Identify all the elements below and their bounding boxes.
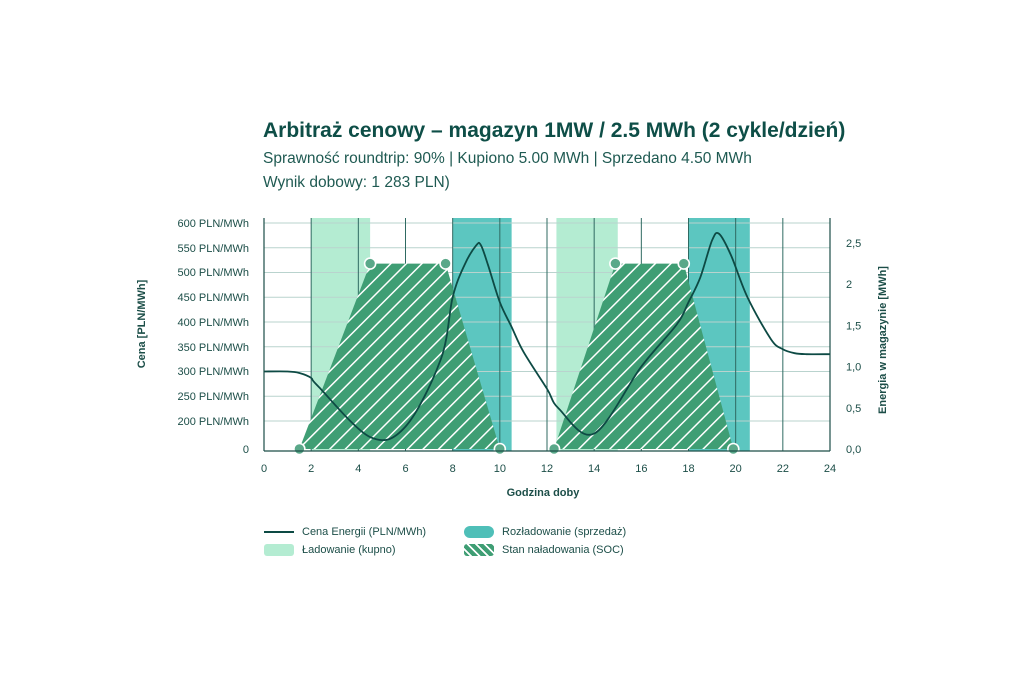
daily-result: Wynik dobowy: 1 283 PLN) <box>263 174 450 191</box>
legend-swatch-charging <box>264 544 294 556</box>
y-left-tick-label-5: 400 PLN/MWh <box>177 317 249 329</box>
soc-point-7 <box>727 442 740 456</box>
y-left-tick-label-6: 450 PLN/MWh <box>177 292 249 304</box>
legend-item-charging: Ładowanie (kupno) <box>264 544 396 556</box>
soc-point-0 <box>293 442 306 456</box>
soc-point-1 <box>363 257 377 270</box>
y-right-tick-label-0: 0,0 <box>846 444 861 456</box>
soc-point-4 <box>547 442 561 456</box>
legend-label-price: Cena Energii (PLN/MWh) <box>302 526 427 538</box>
y-right-tick-label-1: 0,5 <box>846 403 861 415</box>
x-tick-label-0: 0 <box>261 463 267 475</box>
x-axis-title: Godzina doby <box>507 487 581 499</box>
legend-swatch-soc <box>464 544 494 556</box>
y-left-tick-label-2: 250 PLN/MWh <box>177 391 249 403</box>
soc-point-5 <box>609 257 622 270</box>
soc-area-1 <box>554 263 734 449</box>
y-left-axis-title: Cena [PLN/MWh] <box>136 279 148 368</box>
y-left-tick-label-1: 200 PLN/MWh <box>177 416 249 428</box>
x-tick-label-3: 6 <box>402 463 408 475</box>
y-right-tick-label-3: 1,5 <box>846 320 861 332</box>
legend-label-discharging: Rozładowanie (sprzedaż) <box>502 526 627 538</box>
legend-item-price: Cena Energii (PLN/MWh) <box>264 526 426 538</box>
y-left-tick-label-7: 500 PLN/MWh <box>177 267 249 279</box>
legend-label-charging: Ładowanie (kupno) <box>302 544 396 556</box>
soc-point-6 <box>677 257 691 270</box>
x-tick-label-8: 16 <box>635 463 647 475</box>
x-tick-label-2: 4 <box>355 463 361 475</box>
legend-swatch-discharging <box>464 526 494 538</box>
x-tick-label-9: 18 <box>682 463 694 475</box>
y-right-tick-label-2: 1,0 <box>846 362 861 374</box>
y-right-tick-label-5: 2,5 <box>846 238 861 250</box>
price-line <box>263 231 831 442</box>
soc-point-3 <box>493 442 507 456</box>
legend-label-soc: Stan naładowania (SOC) <box>502 544 624 556</box>
x-tick-label-1: 2 <box>308 463 314 475</box>
y-left-tick-label-0: 0 <box>243 444 249 456</box>
soc-point-2 <box>439 257 452 270</box>
x-tick-label-7: 14 <box>588 463 600 475</box>
x-tick-label-4: 8 <box>450 463 456 475</box>
chart-subtitle: Sprawność roundtrip: 90% | Kupiono 5.00 … <box>263 150 752 167</box>
x-tick-label-10: 20 <box>730 463 742 475</box>
x-tick-label-6: 12 <box>541 463 553 475</box>
legend-item-discharging: Rozładowanie (sprzedaż) <box>464 526 626 538</box>
x-tick-label-11: 22 <box>777 463 789 475</box>
y-right-axis-title: Energia w magazynie [MWh] <box>877 266 889 414</box>
legend-item-soc: Stan naładowania (SOC) <box>464 544 624 556</box>
y-left-tick-label-3: 300 PLN/MWh <box>177 366 249 378</box>
x-tick-label-12: 24 <box>824 463 836 475</box>
y-left-tick-label-9: 600 PLN/MWh <box>177 218 249 230</box>
x-tick-label-5: 10 <box>494 463 506 475</box>
y-left-tick-label-8: 550 PLN/MWh <box>177 243 249 255</box>
y-left-tick-label-4: 350 PLN/MWh <box>177 342 249 354</box>
chart-title: Arbitraż cenowy – magazyn 1MW / 2.5 MWh … <box>263 119 846 142</box>
y-right-tick-label-4: 2 <box>846 279 852 291</box>
legend-swatch-price <box>264 531 294 533</box>
